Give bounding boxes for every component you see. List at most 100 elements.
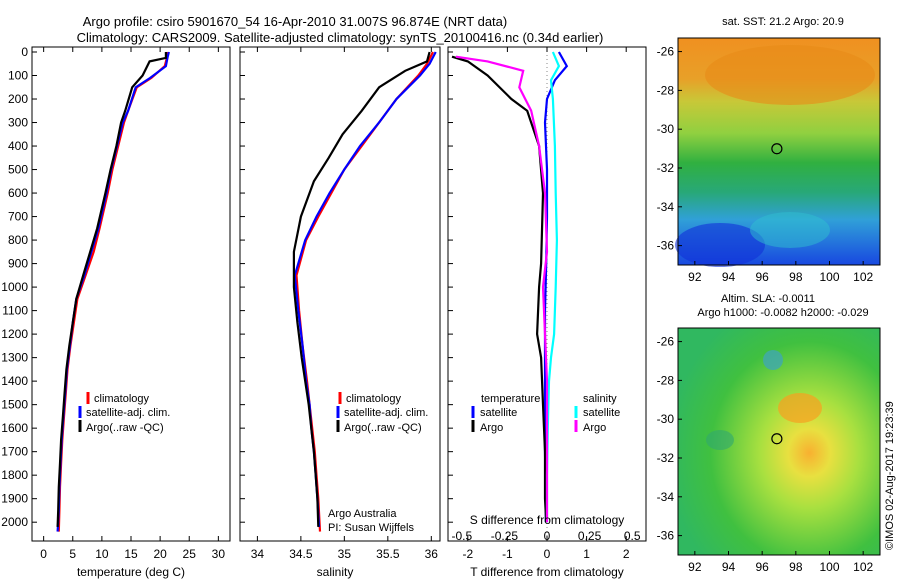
sst_map-ytick-label: -28 [657,83,675,97]
salinity-legend-satellite: satellite-adj. clim. [344,407,428,419]
temperature-series-2-line [56,52,167,527]
difference-xlabel-temperature: T difference from climatology [470,565,624,579]
sla-map-title-line-2: Argo h1000: -0.0082 h2000: -0.029 [697,307,868,319]
difference-salinity-tick-label: 0.5 [624,529,641,543]
sst-map-cool-patch [675,223,765,267]
sla-map-low-patch [763,350,783,370]
sla_map-ytick-label: -30 [657,412,675,426]
temperature-ytick-label: 2000 [1,515,28,529]
difference-xtick-label: -1 [502,547,513,561]
sst_map-xtick-label: 100 [819,270,839,284]
sst-map-warm-patch [705,45,875,105]
temperature-ytick-label: 1500 [1,398,28,412]
salinity-xlabel: salinity [317,565,354,579]
temperature-xtick-label: 25 [183,547,197,561]
sst_map-xtick-label: 102 [853,270,873,284]
temperature-ytick-label: 900 [8,257,28,271]
sst-map-cyan-patch [750,212,830,248]
temperature-xtick-label: 30 [212,547,226,561]
difference-series-2-line [545,51,561,523]
sla_map-xtick-label: 92 [688,560,702,574]
temperature-xtick-label: 20 [153,547,167,561]
temperature-ytick-label: 100 [8,69,28,83]
sst_map-xtick-label: 94 [722,270,736,284]
difference-salinity-tick-label: 0 [544,529,551,543]
temperature-series-0-line [57,51,169,532]
temperature-ytick-label: 1700 [1,445,28,459]
sst_map-ytick-label: -32 [657,161,675,175]
temperature-ytick-label: 1300 [1,351,28,365]
salinity-legend: climatology satellite-adj. clim. Argo(..… [336,392,428,434]
difference-legend-s-argo: Argo [583,422,606,434]
difference-xtick-label: 2 [623,547,630,561]
salinity-panel: 34 34.5 35 35.5 36 salinity climatology sate… [239,46,441,579]
sla_map-xtick-label: 98 [789,560,803,574]
difference-xlabel-salinity: S difference from climatology [470,513,625,527]
title-line-1: Argo profile: csiro 5901670_54 16-Apr-20… [83,14,507,29]
sla-map-high-patch [778,393,822,423]
difference-legend: temperature satellite Argo salinity sate… [471,393,620,434]
sst_map-ytick-label: -26 [657,45,675,59]
sla_map-ytick-label: -32 [657,451,675,465]
difference-xtick-label: -2 [462,547,473,561]
temperature-xtick-label: 10 [95,547,109,561]
difference-xtick-label: 1 [583,547,590,561]
salinity-series-2-line [292,51,431,527]
sst_map-ytick-label: -36 [657,239,675,253]
sla_map-xtick-label: 100 [819,560,839,574]
difference-legend-temperature-title: temperature [481,393,540,405]
temperature-ytick-label: 200 [8,92,28,106]
difference-salinity-tick-label: 0.25 [578,529,602,543]
temperature-ytick-label: 1000 [1,280,28,294]
difference-legend-t-argo: Argo [480,422,503,434]
sla-map-panel: Altim. SLA: -0.0011 Argo h1000: -0.0082 … [657,293,881,574]
temperature-legend-climatology: climatology [94,393,150,405]
salinity-annotation-line-2: PI: Susan Wijffels [328,522,414,534]
temperature-xtick-label: 5 [69,547,76,561]
temperature-ytick-label: 800 [8,233,28,247]
difference-series-1-line [451,55,548,523]
temperature-ytick-label: 1100 [2,304,28,318]
sla-map-low-patch-2 [706,430,734,450]
sst-map-frame [677,37,881,266]
sst_map-xtick-label: 98 [789,270,803,284]
sla-map-argo-marker [771,433,783,445]
sla_map-ytick-label: -28 [657,373,675,387]
salinity-xtick-label: 34 [251,547,265,561]
sla_map-xtick-label: 102 [853,560,873,574]
sst-map-argo-marker [771,143,783,155]
title-line-2: Climatology: CARS2009. Satellite-adjuste… [77,30,604,45]
temperature-ytick-label: 700 [8,210,28,224]
temperature-legend-satellite: satellite-adj. clim. [86,407,170,419]
sst_map-xtick-label: 96 [755,270,769,284]
sla_map-ytick-label: -26 [657,335,675,349]
imos-credit: ©IMOS 02-Aug-2017 19:23:39 [884,401,896,550]
salinity-xtick-label: 34.5 [289,547,313,561]
temperature-ytick-label: 1600 [1,421,28,435]
difference-salinity-tick-label: -0.25 [491,529,519,543]
sst_map-ytick-label: -34 [657,200,675,214]
salinity-annotation-line-1: Argo Australia [328,508,397,520]
sst-map-panel: sat. SST: 21.2 Argo: 20.9 92 94 96 98 100 102… [657,16,881,284]
temperature-panel: 0 5 10 15 20 25 30 0 100 200 300 400 500 600 700 800 90… [1,45,231,579]
temperature-ytick-label: 500 [8,163,28,177]
sla_map-ytick-label: -34 [657,490,675,504]
temperature-xlabel: temperature (deg C) [77,565,185,579]
temperature-ytick-label: 600 [8,186,28,200]
temperature-xtick-label: 15 [124,547,138,561]
salinity-xtick-label: 35 [338,547,352,561]
sla_map-xtick-label: 94 [722,560,736,574]
sla-map-title-line-1: Altim. SLA: -0.0011 [721,293,815,305]
salinity-legend-argo: Argo(..raw -QC) [344,422,422,434]
sla_map-xtick-label: 96 [755,560,769,574]
sla-map-frame [677,327,881,556]
difference-salinity-tick-label: -0.5 [451,529,472,543]
temperature-ytick-label: 300 [8,116,28,130]
temperature-ytick-label: 1400 [1,374,28,388]
difference-legend-salinity-title: salinity [583,393,617,405]
salinity-series-0-line [295,51,434,532]
difference-series-3-line [455,55,549,523]
temperature-legend: climatology satellite-adj. clim. Argo(..… [78,392,170,434]
sst-map-title: sat. SST: 21.2 Argo: 20.9 [722,16,844,28]
